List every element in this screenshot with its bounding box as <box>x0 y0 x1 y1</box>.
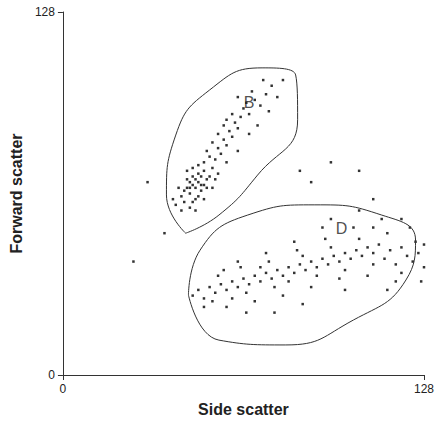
svg-text:B: B <box>244 94 255 111</box>
svg-text:128: 128 <box>35 5 55 19</box>
svg-text:Side scatter: Side scatter <box>198 401 289 418</box>
svg-text:0: 0 <box>48 368 55 382</box>
svg-text:D: D <box>336 220 348 237</box>
svg-text:Forward scatter: Forward scatter <box>8 133 25 253</box>
svg-text:128: 128 <box>414 382 434 396</box>
svg-text:0: 0 <box>60 382 67 396</box>
